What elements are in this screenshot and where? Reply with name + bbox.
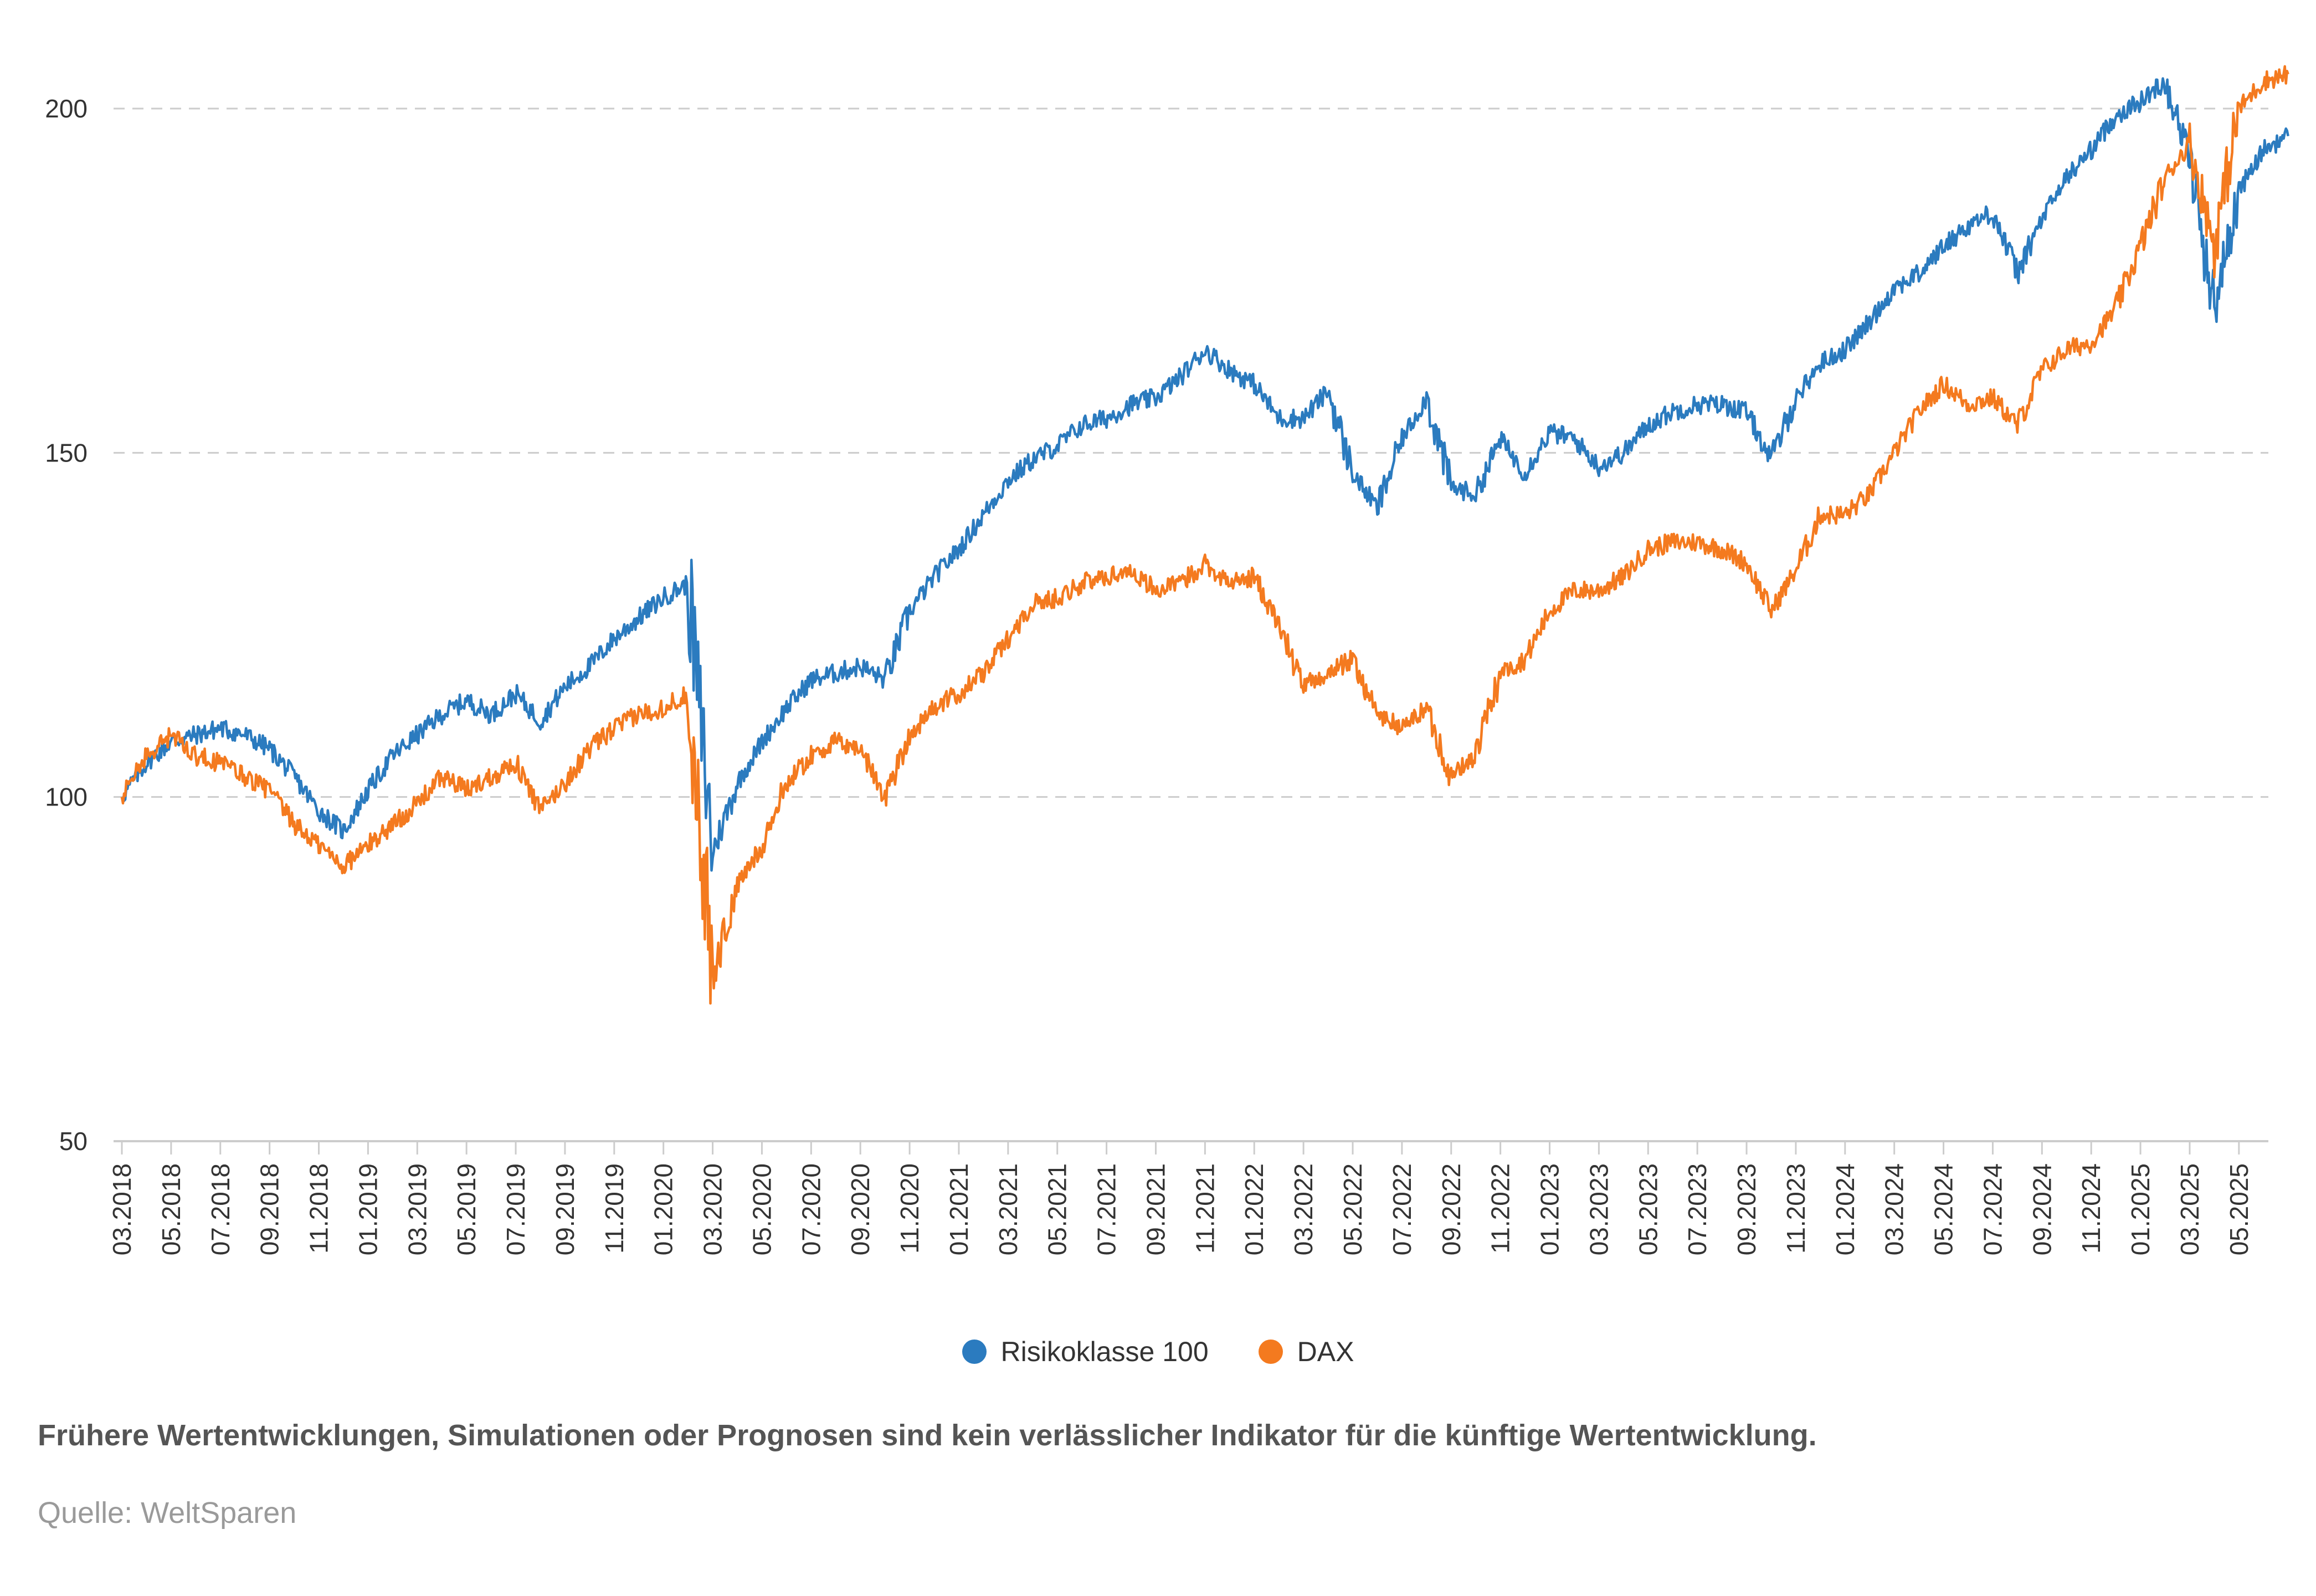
x-tick-label-01.2022: 01.2022 [1240, 1163, 1269, 1255]
legend: Risikoklasse 100 DAX [0, 1330, 2316, 1374]
x-tick-label-07.2024: 07.2024 [1978, 1163, 2007, 1255]
legend-marker-risikoklasse-100 [962, 1340, 987, 1364]
x-tick-label-11.2019: 11.2019 [600, 1163, 629, 1254]
x-tick-label-09.2020: 09.2020 [846, 1163, 875, 1255]
x-tick-label-11.2020: 11.2020 [895, 1163, 924, 1254]
x-tick-label-03.2022: 03.2022 [1289, 1163, 1318, 1255]
x-tick-label-09.2021: 09.2021 [1141, 1163, 1170, 1255]
x-tick-label-05.2025: 05.2025 [2225, 1163, 2253, 1255]
x-tick-label-01.2020: 01.2020 [649, 1163, 678, 1255]
x-tick-label-01.2025: 01.2025 [2126, 1163, 2155, 1255]
x-tick-label-11.2024: 11.2024 [2077, 1163, 2106, 1254]
y-axis-tick-labels: 50 100 150 200 [45, 94, 88, 1156]
series-line-dax [120, 65, 2289, 1005]
x-tick-label-03.2018: 03.2018 [107, 1163, 136, 1255]
x-tick-label-11.2021: 11.2021 [1190, 1163, 1219, 1254]
legend-marker-dax [1258, 1340, 1283, 1364]
x-tick-label-03.2021: 03.2021 [994, 1163, 1023, 1255]
x-tick-label-03.2019: 03.2019 [403, 1163, 432, 1255]
x-tick-label-11.2018: 11.2018 [305, 1163, 333, 1254]
x-tick-label-09.2019: 09.2019 [551, 1163, 579, 1255]
chart-series [120, 65, 2289, 1005]
line-chart: 50 100 150 200 03.2018 05.2018 07.2018 09.2018… [45, 65, 2289, 1255]
x-tick-label-11.2022: 11.2022 [1486, 1163, 1515, 1254]
legend-item-dax[interactable]: DAX [1258, 1336, 1354, 1368]
series-line-risikoklasse-100 [120, 77, 2289, 872]
x-tick-label-07.2022: 07.2022 [1388, 1163, 1416, 1255]
x-tick-label-05.2023: 05.2023 [1634, 1163, 1662, 1255]
x-tick-label-03.2020: 03.2020 [699, 1163, 727, 1255]
x-tick-label-05.2020: 05.2020 [747, 1163, 776, 1255]
x-tick-label-07.2021: 07.2021 [1092, 1163, 1121, 1255]
legend-item-risikoklasse-100[interactable]: Risikoklasse 100 [962, 1336, 1209, 1368]
x-tick-label-03.2025: 03.2025 [2175, 1163, 2204, 1255]
x-tick-label-01.2023: 01.2023 [1536, 1163, 1564, 1255]
x-tick-label-09.2018: 09.2018 [255, 1163, 284, 1255]
x-tick-label-01.2024: 01.2024 [1831, 1163, 1860, 1255]
x-tick-label-09.2023: 09.2023 [1732, 1163, 1761, 1255]
x-tick-label-01.2019: 01.2019 [353, 1163, 382, 1255]
x-tick-label-05.2018: 05.2018 [157, 1163, 186, 1255]
y-tick-label-200: 200 [45, 94, 88, 123]
x-tick-label-07.2019: 07.2019 [501, 1163, 530, 1255]
gridlines [114, 107, 2268, 798]
x-axis: 03.2018 05.2018 07.2018 09.2018 11.2018 01.20… [107, 1140, 2268, 1255]
legend-label-risikoklasse-100: Risikoklasse 100 [1000, 1336, 1209, 1367]
x-tick-label-05.2022: 05.2022 [1338, 1163, 1367, 1255]
x-tick-label-07.2018: 07.2018 [206, 1163, 235, 1255]
y-tick-label-100: 100 [45, 783, 88, 812]
legend-label-dax: DAX [1297, 1336, 1354, 1367]
x-tick-label-05.2019: 05.2019 [452, 1163, 481, 1255]
x-tick-label-03.2024: 03.2024 [1880, 1163, 1909, 1255]
y-tick-label-150: 150 [45, 438, 88, 467]
x-tick-label-01.2021: 01.2021 [944, 1163, 973, 1255]
x-tick-label-03.2023: 03.2023 [1584, 1163, 1613, 1255]
x-tick-label-11.2023: 11.2023 [1781, 1163, 1810, 1254]
y-tick-label-50: 50 [59, 1127, 88, 1156]
x-tick-label-07.2023: 07.2023 [1683, 1163, 1712, 1255]
x-tick-label-05.2024: 05.2024 [1929, 1163, 1958, 1255]
source-text: Quelle: WeltSparen [38, 1496, 297, 1530]
disclaimer-text: Frühere Wertentwicklungen, Simulationen … [38, 1419, 1817, 1452]
x-tick-label-07.2020: 07.2020 [797, 1163, 825, 1255]
x-tick-label-05.2021: 05.2021 [1043, 1163, 1072, 1255]
x-tick-label-09.2022: 09.2022 [1437, 1163, 1466, 1255]
x-tick-label-09.2024: 09.2024 [2027, 1163, 2056, 1255]
